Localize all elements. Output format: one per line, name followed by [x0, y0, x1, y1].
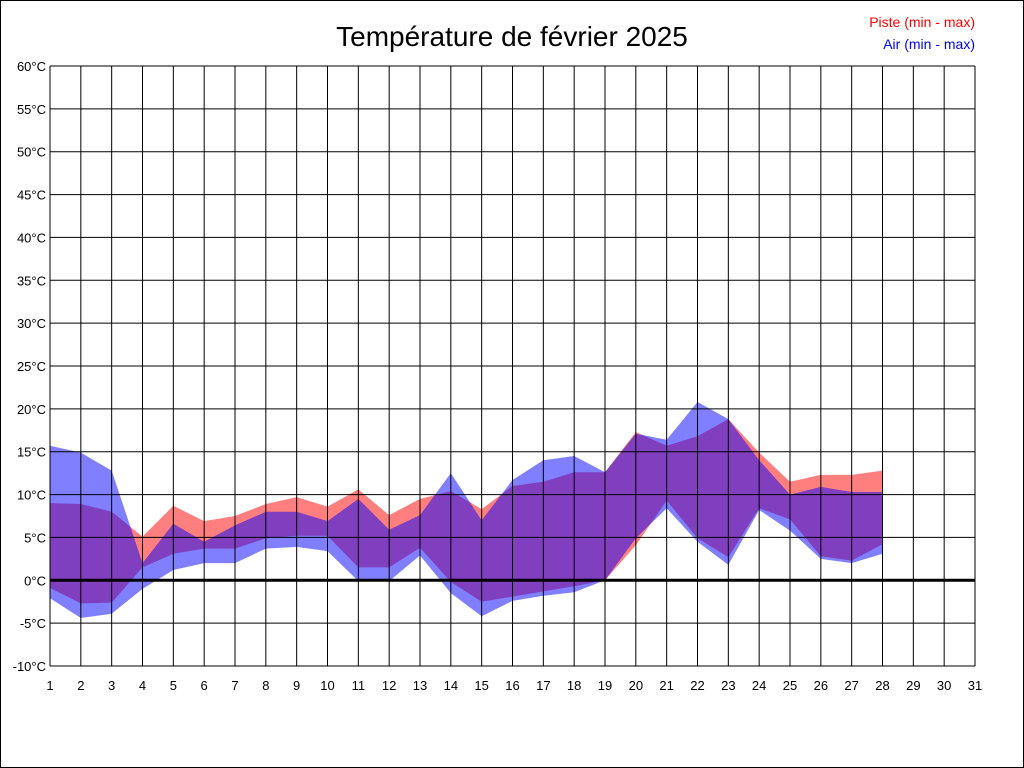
y-tick-label: -5°C [20, 616, 46, 631]
y-tick-label: 5°C [24, 530, 46, 545]
x-tick-label: 1 [46, 678, 53, 693]
x-tick-label: 24 [752, 678, 766, 693]
x-tick-label: 5 [170, 678, 177, 693]
x-tick-label: 18 [567, 678, 581, 693]
x-tick-label: 22 [690, 678, 704, 693]
x-tick-label: 8 [262, 678, 269, 693]
x-tick-label: 27 [844, 678, 858, 693]
x-tick-label: 20 [629, 678, 643, 693]
x-tick-label: 17 [536, 678, 550, 693]
x-tick-label: 6 [201, 678, 208, 693]
band-air [50, 402, 883, 618]
x-tick-label: 16 [505, 678, 519, 693]
x-tick-label: 30 [937, 678, 951, 693]
y-tick-label: 10°C [17, 488, 46, 503]
legend-piste: Piste (min - max) [869, 14, 975, 30]
x-tick-label: 10 [320, 678, 334, 693]
y-tick-label: 50°C [17, 145, 46, 160]
y-tick-label: 60°C [17, 59, 46, 74]
x-tick-label: 19 [598, 678, 612, 693]
x-tick-label: 4 [139, 678, 146, 693]
y-tick-label: 20°C [17, 402, 46, 417]
y-tick-label: 35°C [17, 273, 46, 288]
x-tick-label: 26 [814, 678, 828, 693]
x-tick-label: 15 [474, 678, 488, 693]
x-tick-label: 2 [77, 678, 84, 693]
x-tick-label: 25 [783, 678, 797, 693]
y-tick-label: 30°C [17, 316, 46, 331]
x-tick-label: 31 [968, 678, 982, 693]
x-tick-label: 14 [444, 678, 458, 693]
y-tick-label: 15°C [17, 445, 46, 460]
x-tick-label: 11 [352, 678, 366, 693]
legend-air: Air (min - max) [883, 36, 975, 52]
y-tick-label: 0°C [24, 573, 46, 588]
y-tick-label: 40°C [17, 230, 46, 245]
x-tick-label: 21 [659, 678, 673, 693]
x-tick-label: 12 [382, 678, 396, 693]
x-tick-label: 7 [231, 678, 238, 693]
x-tick-label: 28 [875, 678, 889, 693]
x-tick-label: 23 [721, 678, 735, 693]
y-tick-label: -10°C [13, 659, 46, 674]
x-tick-label: 3 [108, 678, 115, 693]
x-tick-label: 13 [413, 678, 427, 693]
x-tick-label: 29 [906, 678, 920, 693]
y-tick-label: 45°C [17, 188, 46, 203]
x-tick-label: 9 [293, 678, 300, 693]
y-tick-label: 55°C [17, 102, 46, 117]
y-tick-label: 25°C [17, 359, 46, 374]
chart-title: Température de février 2025 [336, 21, 688, 52]
